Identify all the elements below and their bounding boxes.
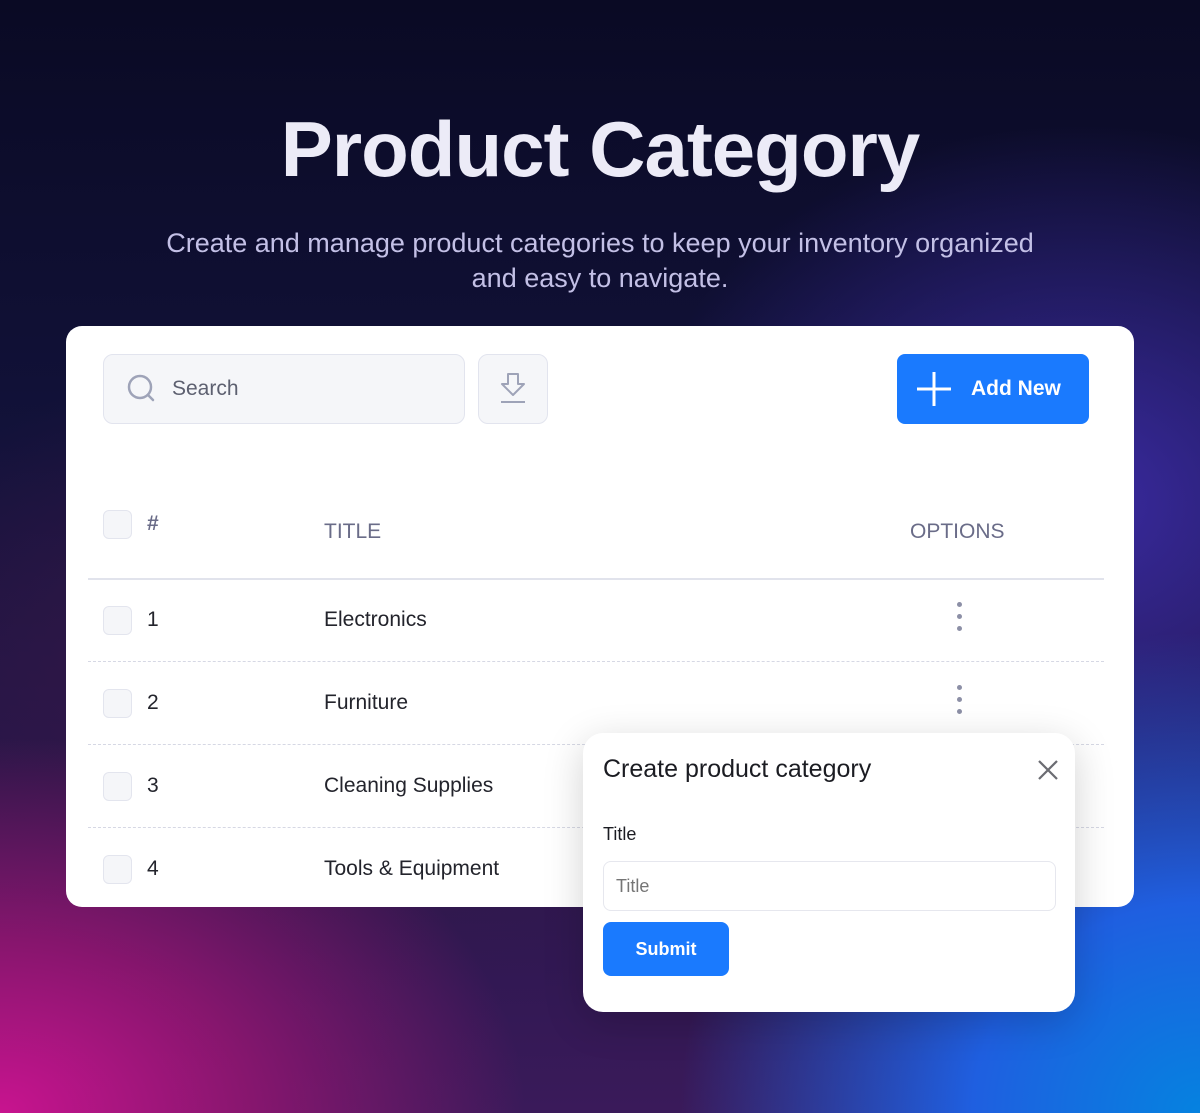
download-button[interactable]: [478, 354, 548, 424]
row-checkbox[interactable]: [103, 772, 132, 801]
row-checkbox[interactable]: [103, 689, 132, 718]
header-num: #: [147, 512, 159, 535]
row-title: Electronics: [324, 608, 427, 631]
more-options-icon[interactable]: [957, 602, 963, 638]
row-num: 1: [147, 608, 159, 631]
title-field[interactable]: [603, 861, 1056, 911]
page-title: Product Category: [280, 105, 920, 193]
download-icon: [501, 373, 525, 403]
close-icon[interactable]: [1037, 759, 1059, 781]
more-options-icon[interactable]: [957, 685, 963, 721]
row-title: Furniture: [324, 691, 409, 714]
add-new-button[interactable]: Add New: [897, 354, 1089, 424]
header-options: OPTIONS: [910, 520, 1005, 543]
row-num: 3: [147, 774, 159, 797]
page-subtitle: Create and manage product categories to …: [166, 228, 1034, 293]
search-placeholder: Search: [172, 377, 239, 400]
plus-icon: [917, 372, 951, 406]
row-divider: [88, 661, 1104, 662]
row-title: Cleaning Supplies: [324, 774, 494, 797]
create-category-modal: Create product category Title Submit: [583, 733, 1075, 1012]
row-checkbox[interactable]: [103, 606, 132, 635]
title-field-label: Title: [603, 824, 637, 844]
add-new-label: Add New: [971, 377, 1061, 400]
row-num: 2: [147, 691, 159, 714]
header-title: TITLE: [324, 520, 382, 543]
search-icon: [127, 374, 155, 402]
modal-title: Create product category: [603, 755, 872, 783]
select-all-checkbox[interactable]: [103, 510, 132, 539]
submit-button[interactable]: Submit: [603, 922, 729, 976]
row-num: 4: [147, 857, 159, 880]
row-title: Tools & Equipment: [324, 857, 500, 880]
search-input[interactable]: Search: [103, 354, 465, 424]
header-divider: [88, 578, 1104, 580]
row-checkbox[interactable]: [103, 855, 132, 884]
